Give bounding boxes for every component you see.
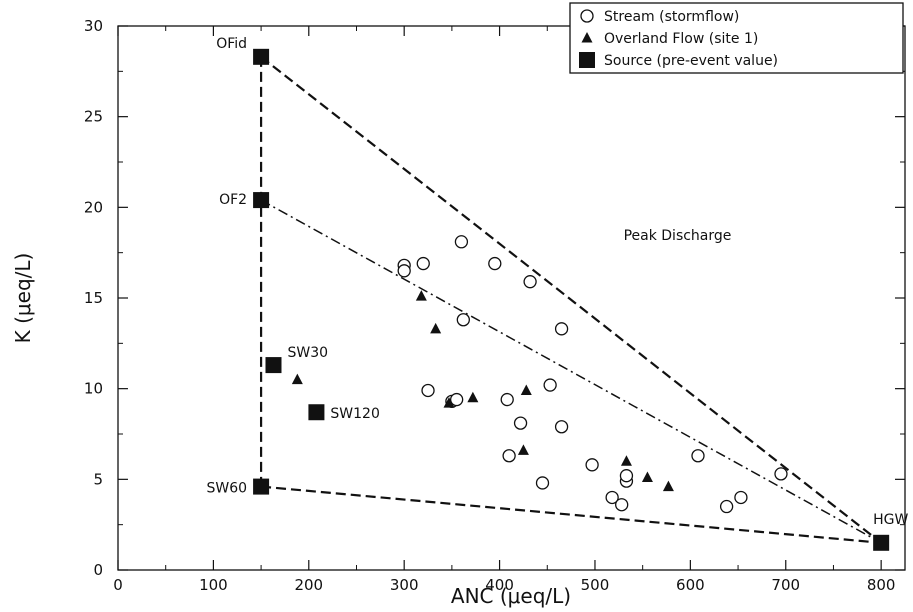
y-tick-label: 30: [84, 17, 103, 35]
x-tick-label: 0: [113, 576, 123, 594]
overland-flow-point: [443, 397, 455, 408]
stream-point: [774, 467, 788, 481]
overland-flow-point: [520, 384, 532, 395]
source-point-ofid: [253, 48, 270, 65]
stream-point: [691, 449, 705, 463]
x-axis-label: ANC (μeq/L): [451, 584, 571, 608]
x-tick-label: 200: [294, 576, 323, 594]
legend-box: [569, 2, 904, 74]
source-label-ofid: OFid: [216, 36, 247, 52]
stream-point: [605, 490, 619, 505]
source-label-sw30: SW30: [287, 345, 328, 361]
stream-point: [449, 392, 464, 407]
stream-point: [513, 416, 528, 430]
stream-point: [535, 476, 550, 490]
axis-ticks: 0 100 200 300 400 500 600 700 800 0 5 10 15 20 25 30: [84, 17, 905, 594]
legend-marker-source: [579, 52, 595, 68]
stream-point: [454, 235, 469, 249]
stream-point: [554, 420, 569, 434]
y-axis-label: K (μeq/L): [11, 253, 35, 344]
x-tick-label: 100: [199, 576, 228, 594]
legend-marker-stream: [580, 9, 594, 23]
overland-flow-point: [517, 444, 529, 455]
overland-flow-point: [430, 322, 442, 334]
source-point-sw60: [253, 478, 270, 495]
stream-point: [734, 490, 748, 505]
y-tick-label: 20: [84, 198, 103, 216]
x-tick-label: 400: [485, 576, 514, 594]
overland-flow-point: [291, 373, 303, 385]
x-tick-label: 300: [390, 576, 419, 594]
source-point-sw30: [265, 357, 282, 374]
legend-label: Overland Flow (site 1): [604, 31, 758, 47]
stream-point: [615, 498, 629, 512]
x-tick-label: 700: [771, 576, 800, 594]
legend-label: Source (pre-event value): [604, 53, 778, 69]
annotation-peak-discharge: Peak Discharge: [624, 228, 732, 244]
legend-marker-overland-flow: [581, 32, 593, 43]
stream-point: [543, 378, 557, 392]
data-points: [253, 48, 890, 551]
mixing-lines: [259, 55, 882, 544]
stream-point: [456, 313, 470, 327]
y-tick-label: 0: [93, 561, 103, 579]
source-point-of2: [253, 192, 270, 209]
y-tick-label: 5: [93, 470, 103, 488]
overland-flow-point: [662, 480, 674, 492]
y-tick-label: 25: [84, 108, 103, 126]
x-tick-label: 600: [676, 576, 705, 594]
x-tick-label: 500: [581, 576, 610, 594]
source-point-hgw: [873, 534, 890, 551]
overland-flow-point: [620, 455, 632, 466]
y-tick-label: 15: [84, 289, 103, 307]
source-point-sw120: [308, 404, 325, 421]
stream-point: [421, 383, 435, 398]
stream-point: [500, 392, 514, 407]
stream-point: [397, 264, 411, 278]
overland-flow-point: [415, 290, 427, 301]
mixing-line-of2-hgw: [260, 199, 882, 544]
legend: Stream (stormflow) Overland Flow (site 1)…: [569, 2, 904, 74]
stream-point: [502, 449, 516, 463]
overland-flow-point: [467, 391, 479, 403]
source-labels: OFid OF2 SW30 SW120 SW60 HGW Peak Discharge: [207, 36, 909, 528]
stream-point: [523, 275, 537, 289]
stream-point: [585, 458, 599, 472]
source-label-sw60: SW60: [207, 481, 248, 497]
source-label-of2: OF2: [219, 192, 247, 208]
legend-label: Stream (stormflow): [604, 9, 739, 25]
stream-point: [416, 256, 430, 271]
x-tick-label: 800: [867, 576, 896, 594]
source-label-hgw: HGW: [873, 512, 908, 528]
stream-point: [488, 256, 502, 271]
stream-point: [554, 322, 569, 336]
y-tick-label: 10: [84, 380, 103, 398]
stream-point: [719, 499, 734, 514]
overland-flow-point: [641, 471, 653, 483]
mixing-line-ofid-hgw: [260, 55, 882, 544]
mixing-line-sw60-hgw: [260, 485, 882, 544]
stream-point: [619, 469, 634, 483]
source-label-sw120: SW120: [330, 406, 379, 422]
